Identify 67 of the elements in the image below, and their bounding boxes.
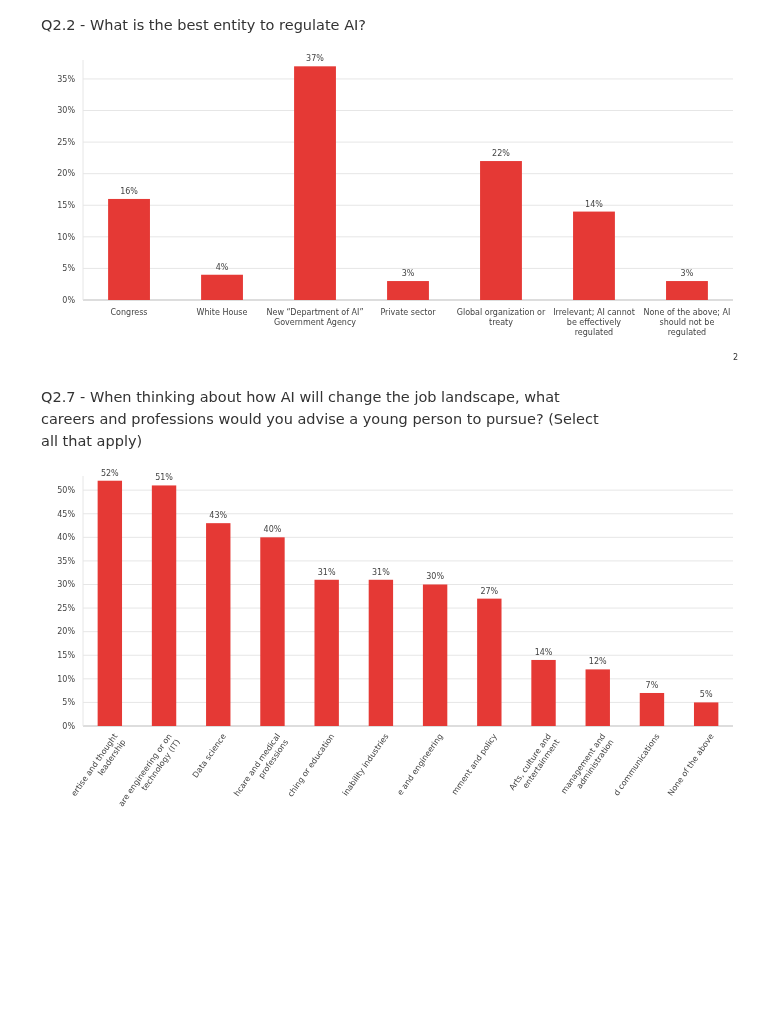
data-label: 37% — [306, 54, 325, 64]
x-tick-label: White House — [196, 308, 248, 317]
bar — [108, 198, 150, 300]
data-label: 22% — [492, 149, 511, 159]
y-tick-label: 0% — [62, 295, 76, 305]
y-tick-label: 40% — [57, 533, 76, 543]
y-tick-label: 0% — [62, 721, 76, 731]
y-tick-label: 15% — [57, 201, 76, 211]
data-label: 27% — [480, 586, 499, 596]
bar — [693, 702, 719, 726]
y-tick-label: 20% — [57, 627, 76, 637]
x-tick-label: None of the above; AI should not be regulated — [643, 308, 731, 337]
data-label: 40% — [263, 525, 282, 535]
data-label: 12% — [588, 657, 608, 667]
data-label: 14% — [585, 199, 604, 209]
y-tick-label: 10% — [57, 674, 76, 684]
y-tick-label: 20% — [57, 169, 76, 179]
bar — [666, 281, 708, 300]
bar — [480, 161, 522, 300]
chart-title: Q2.2 - What is the best entity to regulate AI? — [41, 17, 367, 33]
y-tick-label: 35% — [57, 556, 76, 566]
bar — [206, 523, 231, 726]
bar — [531, 659, 556, 726]
x-tick-label: Congress — [110, 308, 148, 317]
bar — [573, 211, 615, 300]
data-label: 30% — [426, 572, 445, 582]
bar — [294, 66, 336, 300]
bar — [477, 598, 502, 726]
bar — [151, 485, 177, 726]
data-label: 14% — [534, 647, 553, 657]
y-tick-label: 15% — [57, 651, 76, 661]
y-tick-label: 5% — [62, 698, 76, 708]
data-label: 52% — [100, 468, 120, 478]
bar — [422, 584, 448, 726]
data-label: 3% — [401, 269, 415, 279]
data-label: 51% — [155, 473, 174, 483]
y-tick-label: 35% — [57, 74, 76, 84]
data-label: 16% — [120, 186, 139, 196]
bar — [97, 480, 123, 726]
bar — [387, 281, 429, 300]
x-tick-label: Private sector — [380, 308, 437, 317]
x-tick-label: New “Department of AI” Government Agency — [266, 308, 364, 327]
data-label: 3% — [680, 269, 694, 279]
text: 2 — [732, 353, 738, 362]
data-label: 5% — [699, 690, 713, 700]
y-tick-label: 30% — [57, 106, 76, 116]
y-tick-label: 25% — [57, 603, 76, 613]
bar — [314, 579, 339, 726]
data-label: 31% — [317, 567, 336, 577]
data-label: 43% — [209, 511, 228, 521]
y-tick-label: 45% — [57, 509, 76, 519]
y-tick-label: 30% — [57, 580, 76, 590]
y-tick-label: 50% — [57, 485, 76, 495]
bar — [585, 669, 610, 726]
bar — [260, 537, 285, 726]
data-label: 7% — [645, 680, 659, 690]
data-label: 4% — [215, 262, 229, 272]
bar — [368, 579, 394, 726]
data-label: 31% — [372, 567, 391, 577]
y-tick-label: 25% — [57, 137, 76, 147]
bar — [639, 692, 665, 726]
y-tick-label: 5% — [62, 264, 76, 274]
y-tick-label: 10% — [57, 232, 76, 242]
x-tick-label: Global organization or treaty — [456, 308, 546, 327]
x-tick-label: Irrelevant; AI cannot be effectively regulated — [553, 308, 635, 337]
bar — [201, 274, 243, 300]
chart-title: Q2.7 - When thinking about how AI will change the job landscape, what careers and professions would you advise a young person to pursue? (Select all that apply) — [41, 389, 599, 449]
